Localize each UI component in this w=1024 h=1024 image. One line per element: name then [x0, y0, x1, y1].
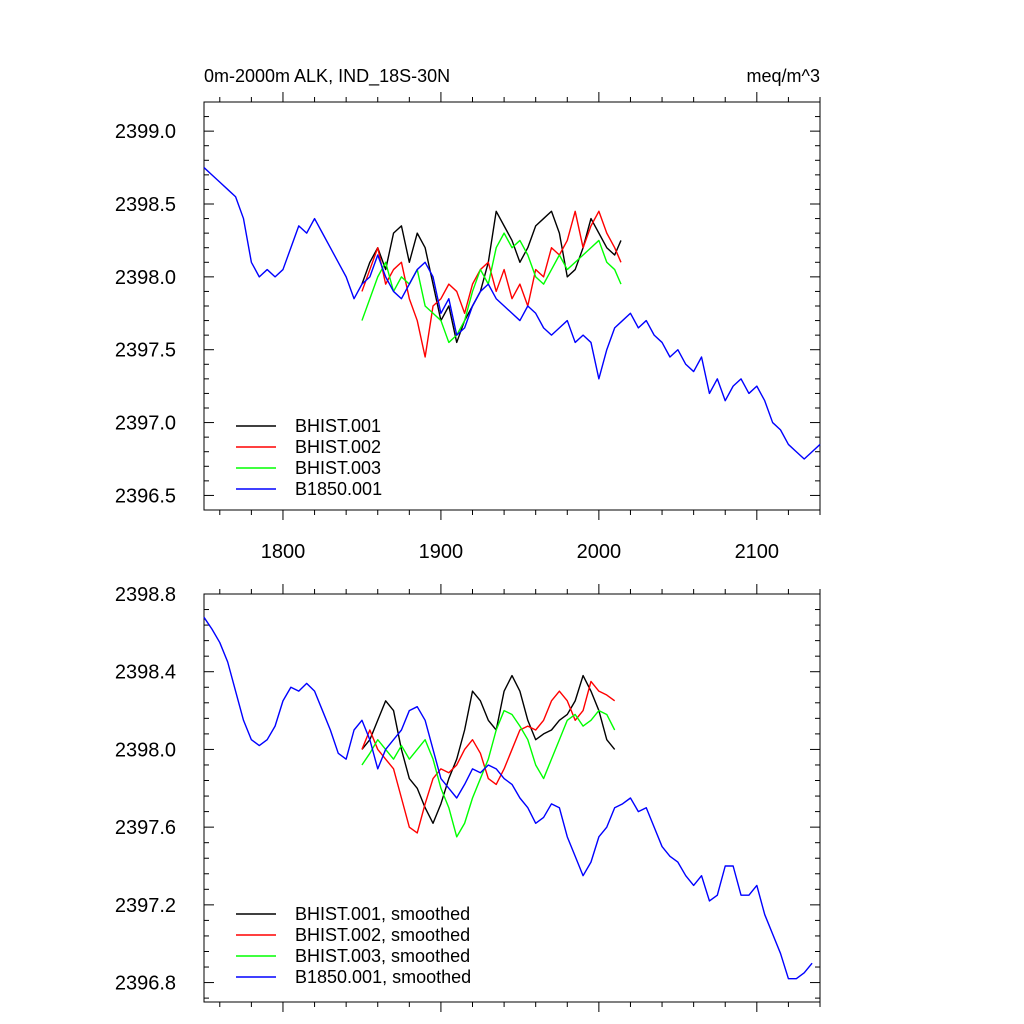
- bottom-series-line-3: [361, 709, 616, 838]
- top-x-tick-label: 1900: [419, 541, 464, 563]
- bottom-y-tick-label: 2397.6: [115, 817, 176, 839]
- top-x-tick-label: 1800: [261, 541, 306, 563]
- bottom-legend-label: BHIST.003, smoothed: [295, 946, 470, 966]
- bottom-y-tick-label: 2396.8: [115, 973, 176, 995]
- bottom-plot-frame: [203, 593, 821, 1003]
- top-y-tick-label: 2396.5: [115, 485, 176, 507]
- bottom-legend-label: B1850.001, smoothed: [295, 967, 471, 987]
- top-legend-label: B1850.001: [295, 479, 382, 499]
- top-y-tick-label: 2397.5: [115, 340, 176, 362]
- bottom-ticks: [204, 584, 821, 1012]
- top-ticks: [204, 92, 821, 520]
- top-series-line-3: [361, 232, 622, 344]
- top-x-tick-label: 2100: [735, 541, 780, 563]
- top-series-lines: [203, 167, 821, 460]
- top-x-tick-label: 2000: [577, 541, 622, 563]
- bottom-y-tick-label: 2398.4: [115, 662, 176, 684]
- bottom-series-line-1: [361, 674, 616, 824]
- bottom-y-tick-labels: 2396.8 2397.2 2397.6 2398.0 2398.4 2398.8: [115, 584, 176, 995]
- top-panel-title: 0m-2000m ALK, IND_18S-30N: [204, 66, 450, 87]
- top-panel-units: meq/m^3: [747, 66, 820, 86]
- bottom-series-lines: [203, 616, 813, 980]
- bottom-legend-label: BHIST.001, smoothed: [295, 904, 470, 924]
- top-legend-label: BHIST.003: [295, 458, 381, 478]
- bottom-y-tick-label: 2397.2: [115, 895, 176, 917]
- top-panel: 0m-2000m ALK, IND_18S-30N meq/m^3 2396.5…: [115, 66, 821, 563]
- bottom-legend-label: BHIST.002, smoothed: [295, 925, 470, 945]
- bottom-panel: 2396.8 2397.2 2397.6 2398.0 2398.4 2398.8 BHI…: [115, 584, 821, 1012]
- top-y-tick-label: 2398.0: [115, 267, 176, 289]
- top-series-line-4: [203, 167, 821, 460]
- bottom-y-tick-label: 2398.8: [115, 584, 176, 606]
- top-legend-label: BHIST.001: [295, 416, 381, 436]
- bottom-series-line-4: [203, 616, 813, 980]
- top-y-tick-label: 2397.0: [115, 413, 176, 435]
- top-x-tick-labels: 1800 1900 2000 2100: [261, 541, 779, 563]
- bottom-series-line-2: [361, 680, 616, 834]
- top-legend-label: BHIST.002: [295, 437, 381, 457]
- bottom-y-tick-label: 2398.0: [115, 739, 176, 761]
- top-y-tick-label: 2399.0: [115, 121, 176, 143]
- top-y-tick-label: 2398.5: [115, 194, 176, 216]
- top-y-tick-labels: 2396.5 2397.0 2397.5 2398.0 2398.5 2399.0: [115, 121, 176, 507]
